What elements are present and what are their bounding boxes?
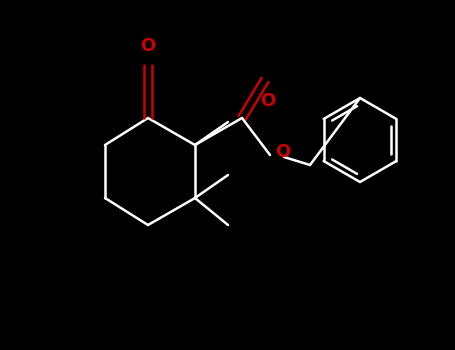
Text: O: O <box>260 92 276 110</box>
Text: O: O <box>141 37 156 55</box>
Text: O: O <box>275 143 290 161</box>
